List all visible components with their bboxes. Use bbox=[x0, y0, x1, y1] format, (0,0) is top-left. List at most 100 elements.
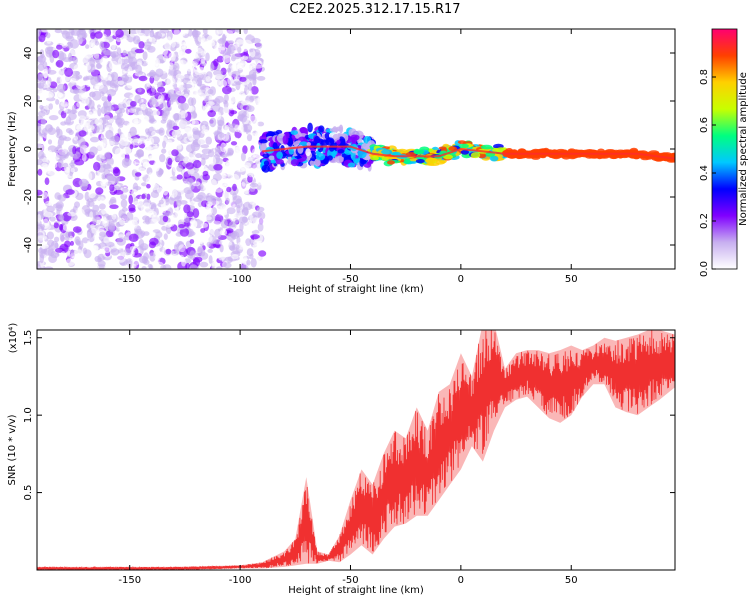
spectrogram-cell bbox=[65, 36, 75, 42]
spectrogram-cell bbox=[129, 219, 138, 229]
spectrogram-cell bbox=[66, 199, 72, 207]
spectrogram-cell bbox=[239, 182, 247, 192]
spectrogram-cell bbox=[46, 39, 52, 44]
spectrogram-cell bbox=[44, 177, 50, 185]
spectrogram-cell bbox=[211, 207, 217, 216]
spectrogram-cell bbox=[37, 189, 43, 196]
spectrogram-cell bbox=[54, 29, 62, 34]
spectrogram-cell bbox=[309, 160, 316, 166]
spectrogram-cell bbox=[60, 121, 67, 126]
spectrogram-cell bbox=[251, 37, 261, 44]
spectrogram-cell bbox=[161, 148, 167, 154]
spectrogram-cell bbox=[232, 192, 237, 201]
spectrogram-cell bbox=[209, 86, 216, 96]
spectrogram-cell bbox=[183, 84, 193, 89]
spectrogram-cell bbox=[119, 251, 127, 257]
spectrogram-cell bbox=[248, 196, 256, 205]
spectrogram-cell bbox=[239, 114, 247, 123]
spectrogram-cell bbox=[70, 167, 75, 173]
spectrogram-cell bbox=[199, 83, 206, 90]
spectrogram-cell bbox=[177, 120, 188, 129]
spectrogram-cell bbox=[220, 218, 228, 229]
spectrogram-cell bbox=[92, 210, 99, 219]
spectrogram-cell bbox=[145, 92, 151, 102]
spectrogram-cell bbox=[183, 221, 191, 227]
spectrogram-cell bbox=[94, 118, 103, 126]
spectrogram-cell bbox=[252, 76, 257, 86]
spectrogram-cell bbox=[94, 174, 102, 179]
spectrogram-cell bbox=[198, 234, 205, 244]
spectrogram-cell bbox=[257, 173, 263, 183]
spectrogram-cell bbox=[64, 240, 71, 248]
spectrogram-cell bbox=[154, 255, 161, 261]
spectrogram-cell bbox=[253, 98, 262, 105]
spectrogram-cell bbox=[97, 107, 102, 117]
spectrogram-cell bbox=[234, 228, 244, 238]
spectrogram-cell bbox=[212, 173, 222, 181]
spectrogram-cell bbox=[208, 149, 215, 158]
spectrogram-cell bbox=[91, 90, 102, 101]
spectrogram-cell bbox=[504, 149, 515, 154]
spectrogram-cell bbox=[149, 264, 154, 269]
spectrogram-cell bbox=[629, 147, 639, 153]
spectrogram-cell bbox=[164, 204, 171, 210]
spectrogram-cell bbox=[161, 180, 172, 188]
spectrogram-cell bbox=[84, 122, 89, 132]
spectrogram-cell bbox=[268, 155, 275, 161]
spectrogram-cell bbox=[37, 90, 47, 98]
spectrogram-cell bbox=[116, 237, 126, 246]
spectrogram-cell bbox=[128, 194, 133, 205]
spectrogram-cell bbox=[203, 186, 211, 192]
spectrogram-cell bbox=[121, 158, 130, 168]
spectrogram-cell bbox=[55, 99, 60, 105]
spectrogram-cell bbox=[86, 229, 93, 239]
spectrogram-cell bbox=[37, 95, 40, 101]
spectrogram-cell bbox=[207, 248, 213, 253]
spectrogram-cell bbox=[145, 111, 152, 117]
colorbar-tick-label: 0.4 bbox=[699, 165, 710, 181]
spectrogram-cell bbox=[205, 216, 212, 221]
spectrogram-cell bbox=[258, 139, 268, 144]
spectrogram-cell bbox=[134, 94, 142, 104]
spectrogram-cell bbox=[148, 231, 156, 237]
spectrogram-cell bbox=[148, 241, 156, 249]
spectrogram-cell bbox=[63, 108, 68, 113]
spectrogram-cell bbox=[43, 211, 54, 218]
spectrogram-cell bbox=[75, 74, 83, 80]
spectrogram-cell bbox=[37, 168, 43, 176]
spectrogram-cell bbox=[138, 41, 145, 49]
spectrogram-cell bbox=[315, 153, 326, 161]
spectrogram-cell bbox=[276, 151, 283, 159]
spectrogram-cell bbox=[252, 211, 262, 218]
spectrogram-cell bbox=[171, 236, 179, 245]
spectrogram-cell bbox=[202, 29, 209, 35]
spectrogram-cell bbox=[257, 29, 263, 36]
snr-xlabel: Height of straight line (km) bbox=[288, 585, 424, 596]
spectrogram-cell bbox=[99, 41, 105, 50]
spectrogram-ridge-line bbox=[262, 145, 675, 160]
spectrogram-cell bbox=[80, 170, 87, 175]
spectrogram-cell bbox=[82, 76, 88, 82]
spectrogram-cell bbox=[225, 228, 234, 234]
spectrogram-cell bbox=[119, 108, 126, 114]
spectrogram-cell bbox=[65, 189, 75, 195]
spectrogram-cell bbox=[178, 46, 188, 57]
spectrogram-cell bbox=[196, 92, 207, 101]
snr-frame bbox=[36, 329, 676, 571]
spectrogram-cell bbox=[246, 105, 255, 112]
spectrogram-cell bbox=[142, 202, 152, 210]
spectrogram-cell bbox=[56, 68, 63, 78]
spectrogram-cell bbox=[218, 132, 225, 138]
spectrogram-cell bbox=[55, 59, 64, 68]
spectrogram-cell bbox=[240, 241, 247, 248]
spectrogram-cell bbox=[121, 41, 130, 50]
spectrogram-cell bbox=[58, 224, 64, 231]
spectrogram-cell bbox=[162, 215, 169, 223]
spectrogram-cell bbox=[140, 118, 149, 127]
spectrogram-cell bbox=[126, 82, 134, 89]
spectrogram-cell bbox=[108, 60, 119, 70]
spectrogram-cell bbox=[64, 166, 71, 176]
spectrogram-cell bbox=[237, 46, 242, 54]
spectrogram-cell bbox=[57, 92, 62, 101]
spectrogram-xtick-label: -50 bbox=[342, 274, 358, 285]
